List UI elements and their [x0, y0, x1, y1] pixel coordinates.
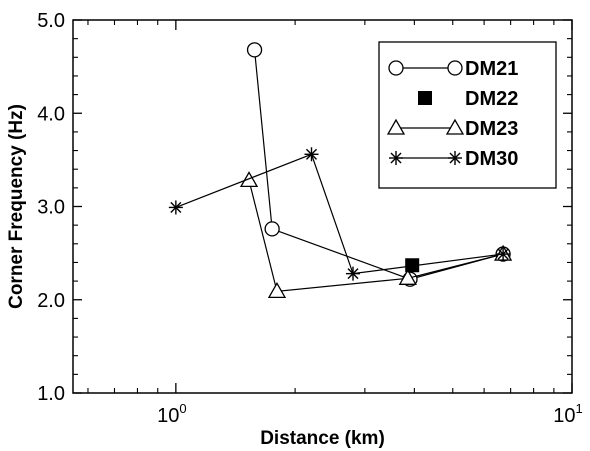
legend-marker	[389, 151, 403, 165]
legend-item-dm23: DM23	[386, 118, 518, 140]
x-tick-exponent: 1	[576, 401, 583, 416]
legend-label: DM30	[465, 148, 518, 170]
data-point-dm30	[168, 200, 183, 215]
legend-marker	[445, 118, 465, 135]
data-point-dm22	[405, 258, 420, 273]
series-line-dm21	[253, 49, 504, 280]
plot-frame	[72, 19, 573, 394]
x-tick-label: 100	[157, 401, 186, 427]
series-layer	[168, 42, 513, 299]
legend-marker	[448, 151, 462, 165]
asterisk-stroke	[449, 152, 461, 164]
asterisk-stroke	[347, 268, 359, 280]
series-dm22	[405, 258, 420, 273]
legend-item-dm22: DM22	[418, 88, 518, 110]
legend-label: DM21	[465, 58, 518, 80]
data-point-dm23	[267, 282, 287, 299]
y-tick-label: 2.0	[37, 290, 65, 312]
legend-label: DM22	[465, 88, 518, 110]
y-tick-label: 5.0	[37, 10, 65, 32]
data-point-dm30	[496, 247, 511, 262]
legend-marker	[447, 60, 463, 76]
data-point-dm30	[304, 147, 319, 162]
series-dm30	[168, 147, 511, 281]
y-tick-label: 3.0	[37, 197, 65, 219]
series-line-dm23	[248, 180, 504, 293]
y-tick-label: 4.0	[37, 103, 65, 125]
x-tick-label: 101	[553, 401, 582, 427]
legend: DM21 DM22 DM23 DM30	[378, 41, 557, 189]
x-tick-base: 10	[157, 405, 179, 427]
x-tick-exponent: 0	[179, 401, 186, 416]
data-point-dm21	[264, 221, 280, 237]
y-axis-title: Corner Frequency (Hz)	[6, 104, 27, 309]
data-point-dm21	[246, 42, 263, 58]
series-dm23	[239, 171, 513, 299]
asterisk-stroke	[497, 248, 509, 260]
legend-item-dm30: DM30	[389, 148, 518, 170]
asterisk-stroke	[305, 148, 318, 160]
asterisk-stroke	[390, 152, 402, 164]
legend-marker	[388, 60, 404, 76]
asterisk-stroke	[170, 201, 182, 213]
data-point-dm23	[398, 268, 417, 285]
legend-label: DM23	[465, 118, 518, 140]
series-line-dm30	[175, 153, 504, 275]
x-tick-base: 10	[553, 405, 575, 427]
legend-marker	[386, 118, 406, 135]
legend-marker	[418, 91, 432, 105]
legend-box	[378, 41, 557, 189]
y-tick-label: 1.0	[37, 383, 65, 405]
legend-item-dm21: DM21	[388, 58, 518, 80]
data-point-dm30	[345, 266, 360, 281]
x-axis-title: Distance (km)	[260, 428, 385, 449]
